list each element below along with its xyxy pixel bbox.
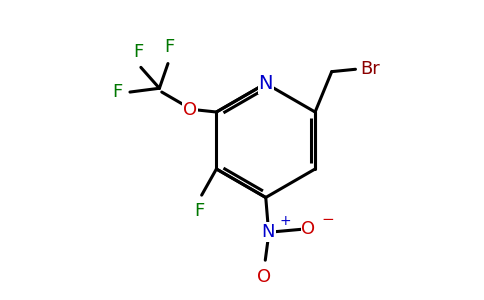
Text: +: + <box>280 214 292 228</box>
Text: N: N <box>258 74 273 93</box>
Text: O: O <box>183 100 197 118</box>
Text: O: O <box>302 220 316 238</box>
Text: N: N <box>261 223 275 241</box>
Text: F: F <box>165 38 175 56</box>
Text: −: − <box>322 212 334 227</box>
Text: F: F <box>133 43 143 61</box>
Text: F: F <box>113 83 123 101</box>
Text: O: O <box>257 268 272 286</box>
Text: F: F <box>195 202 205 220</box>
Text: Br: Br <box>360 60 380 78</box>
